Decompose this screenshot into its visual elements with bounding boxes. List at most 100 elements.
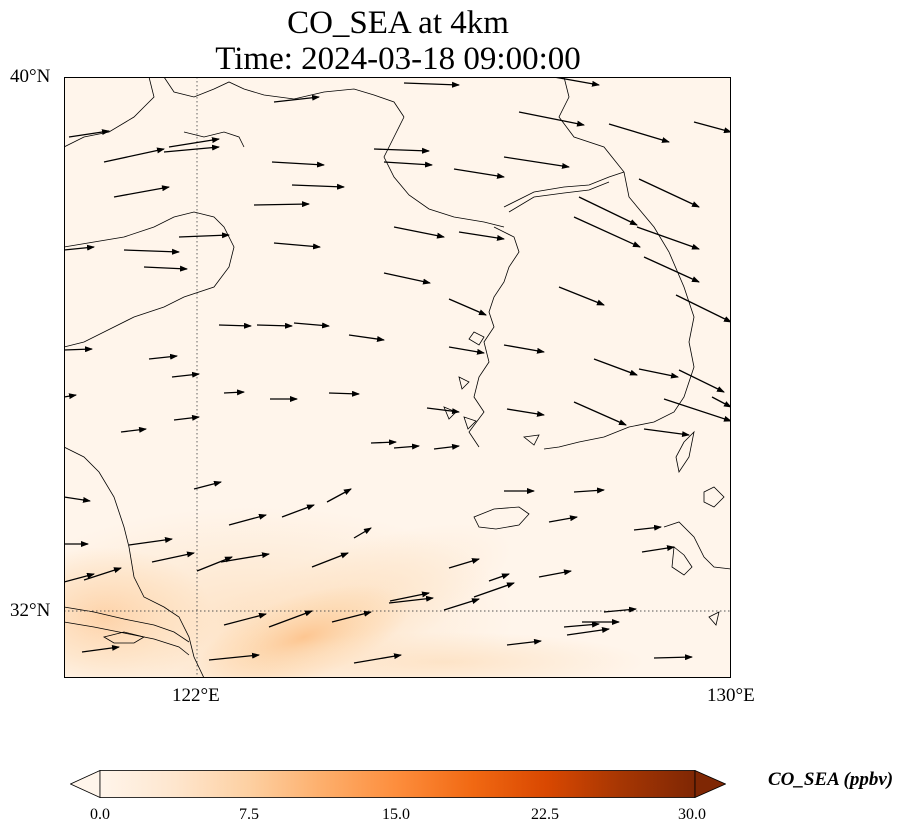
wind-arrow bbox=[348, 334, 385, 342]
wind-arrow bbox=[103, 147, 165, 163]
wind-arrow bbox=[633, 524, 662, 531]
wind-arrow bbox=[518, 111, 585, 127]
wind-arrow bbox=[273, 242, 321, 250]
map-panel bbox=[64, 77, 731, 678]
wind-arrow bbox=[64, 496, 91, 503]
wind-arrow bbox=[453, 168, 505, 179]
wind-arrow bbox=[643, 428, 690, 438]
wind-arrow bbox=[64, 393, 77, 400]
wind-arrow bbox=[443, 598, 480, 611]
colorbar-tick-3: 22.5 bbox=[531, 806, 559, 823]
colorbar bbox=[70, 770, 726, 798]
wind-arrow bbox=[653, 654, 693, 661]
wind-arrow bbox=[643, 256, 700, 283]
wind-arrow bbox=[538, 569, 572, 578]
wind-arrow bbox=[311, 552, 349, 568]
wind-arrow bbox=[64, 346, 93, 353]
wind-arrow bbox=[223, 389, 245, 396]
wind-arrow bbox=[64, 244, 95, 251]
wind-arrow bbox=[426, 407, 460, 415]
wind-arrow bbox=[506, 638, 542, 646]
wind-arrow bbox=[711, 396, 731, 408]
colorbar-tick-4: 30.0 bbox=[678, 806, 706, 823]
wind-arrow bbox=[458, 231, 505, 241]
wind-vectors bbox=[64, 77, 731, 664]
wind-arrow bbox=[353, 653, 402, 664]
wind-arrow bbox=[593, 358, 638, 376]
wind-arrow bbox=[573, 216, 641, 248]
wind-arrow bbox=[218, 322, 252, 329]
wind-arrow bbox=[389, 591, 430, 602]
lat-tick-40n: 40°N bbox=[10, 66, 51, 87]
wind-arrow bbox=[171, 371, 200, 378]
wind-arrow bbox=[163, 144, 220, 153]
wind-arrow bbox=[223, 612, 267, 626]
wind-arrow bbox=[473, 582, 515, 598]
wind-arrow bbox=[328, 390, 360, 397]
wind-arrow bbox=[383, 272, 431, 285]
wind-arrow bbox=[353, 527, 372, 539]
lon-tick-122e: 122°E bbox=[172, 685, 220, 706]
wind-arrow bbox=[281, 504, 315, 518]
wind-arrow bbox=[128, 536, 173, 546]
colorbar-tick-2: 15.0 bbox=[382, 806, 410, 823]
co-plume-south bbox=[244, 632, 644, 678]
wind-arrow bbox=[370, 439, 397, 446]
colorbar-gradient bbox=[99, 770, 696, 798]
wind-arrow bbox=[151, 551, 195, 563]
wind-arrow bbox=[168, 137, 220, 148]
wind-arrow bbox=[271, 161, 325, 168]
chart-title-line-2: Time: 2024-03-18 09:00:00 bbox=[215, 41, 581, 77]
wind-arrow bbox=[373, 147, 430, 154]
wind-arrow bbox=[433, 443, 460, 450]
wind-arrow bbox=[603, 606, 637, 613]
wind-arrow bbox=[326, 488, 352, 503]
jeju-island bbox=[473, 506, 530, 530]
wind-arrow bbox=[638, 178, 700, 208]
wind-arrow bbox=[273, 94, 320, 103]
wind-arrow bbox=[148, 353, 178, 360]
wind-arrow bbox=[291, 183, 345, 190]
wind-arrow bbox=[143, 265, 188, 272]
wind-arrow bbox=[488, 573, 510, 582]
wind-arrow bbox=[448, 346, 485, 355]
wind-arrow bbox=[503, 156, 570, 169]
wind-arrow bbox=[228, 513, 267, 526]
wind-arrow bbox=[553, 77, 600, 87]
wind-arrow bbox=[578, 196, 638, 226]
chart-title-line-1: CO_SEA at 4km bbox=[287, 5, 509, 41]
wind-arrow bbox=[503, 344, 545, 354]
wind-arrow bbox=[331, 610, 372, 623]
wind-arrow bbox=[173, 414, 200, 421]
wind-arrow bbox=[573, 401, 627, 426]
colorbar-tick-0: 0.0 bbox=[90, 806, 110, 823]
wind-arrow bbox=[608, 123, 670, 143]
wind-arrow bbox=[68, 129, 110, 138]
wind-arrow bbox=[393, 226, 445, 239]
wind-arrow bbox=[638, 368, 679, 379]
wind-arrow bbox=[256, 322, 293, 329]
wind-arrow bbox=[573, 487, 605, 494]
wind-arrow bbox=[393, 443, 420, 450]
wind-arrow bbox=[120, 426, 147, 433]
wind-arrow bbox=[196, 556, 233, 572]
wind-arrow bbox=[558, 286, 605, 306]
wind-arrow bbox=[193, 480, 222, 490]
wind-arrow bbox=[208, 652, 260, 661]
wind-arrow bbox=[268, 610, 313, 628]
wind-arrow bbox=[448, 558, 480, 569]
wind-arrow bbox=[253, 201, 310, 208]
co-plume-west bbox=[64, 547, 214, 678]
colorbar-label: CO_SEA (ppbv) bbox=[768, 769, 894, 790]
wind-arrow bbox=[81, 644, 120, 653]
wind-arrow bbox=[566, 627, 610, 636]
wind-arrow bbox=[64, 572, 95, 583]
wind-arrow bbox=[636, 226, 700, 250]
colorbar-tick-1: 7.5 bbox=[239, 806, 259, 823]
wind-arrow bbox=[383, 161, 433, 168]
colorbar-extend-low bbox=[70, 770, 101, 798]
wind-arrow bbox=[693, 121, 731, 134]
wind-arrow bbox=[113, 185, 170, 198]
wind-arrow bbox=[641, 545, 675, 553]
wind-arrow bbox=[178, 232, 230, 239]
